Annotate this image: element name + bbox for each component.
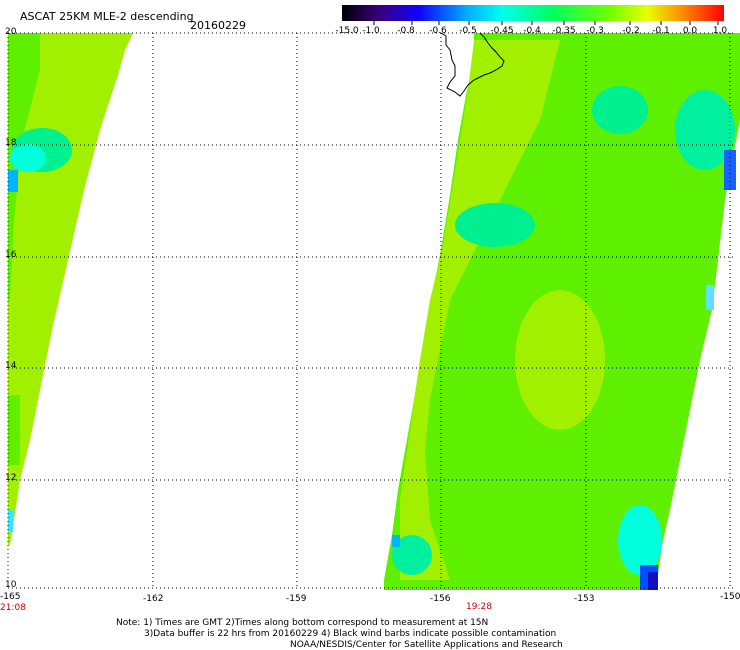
y-tick-16: 16 bbox=[5, 250, 17, 260]
cb-label-4: -0.5 bbox=[459, 26, 477, 36]
gridlines bbox=[7, 32, 736, 589]
map-date: 20160229 bbox=[190, 19, 246, 32]
swath-right-cyan-right bbox=[675, 90, 735, 170]
swath-right bbox=[384, 33, 740, 590]
cb-label-10: -0.1 bbox=[652, 26, 670, 36]
colorbar bbox=[342, 5, 724, 21]
x-tick-150: -150 bbox=[720, 592, 740, 602]
y-tick-12: 12 bbox=[5, 473, 17, 483]
cb-label-5: -0.45 bbox=[490, 26, 514, 36]
swath-right-cyan-left bbox=[392, 535, 432, 575]
cb-label-12: 1.0 bbox=[712, 26, 728, 36]
cb-label-1: -1.0 bbox=[362, 26, 380, 36]
map-title: ASCAT 25KM MLE-2 descending bbox=[20, 10, 194, 23]
swath-left-cyan-edge bbox=[8, 510, 13, 532]
swath-left-green bbox=[8, 33, 40, 300]
y-tick-20: 20 bbox=[5, 27, 17, 37]
swath-right-cyan-top bbox=[592, 86, 648, 134]
swath-right-cyan-edge bbox=[706, 285, 714, 310]
x-tick-162: -162 bbox=[143, 594, 164, 604]
cb-label-0: -15.0 bbox=[335, 26, 359, 36]
cb-label-9: -0.2 bbox=[622, 26, 640, 36]
swath-left-cyan-core bbox=[10, 144, 46, 172]
cb-label-11: 0.0 bbox=[682, 26, 698, 36]
swath-right-cyan-bottom bbox=[618, 505, 662, 575]
x-tick-156: -156 bbox=[430, 594, 451, 604]
note-line-3: NOAA/NESDIS/Center for Satellite Applica… bbox=[290, 640, 563, 650]
swath-right-yellow-band bbox=[400, 40, 560, 580]
swath-left-blue-patch bbox=[8, 170, 18, 192]
pass-time-center: 19:28 bbox=[466, 602, 492, 612]
hawaii-coastline bbox=[440, 32, 505, 97]
colorbar-ticks bbox=[373, 21, 719, 25]
note-line-2: 3)Data buffer is 22 hrs from 20160229 4)… bbox=[144, 629, 557, 639]
swath-right-cyan-mid bbox=[455, 203, 535, 247]
cb-label-6: -0.4 bbox=[523, 26, 541, 36]
swath-right-yellow-center bbox=[515, 290, 605, 430]
swath-right-darkblue-bottom bbox=[648, 572, 658, 590]
x-tick-159: -159 bbox=[286, 594, 307, 604]
pass-time-left: 21:08 bbox=[0, 603, 26, 613]
cb-label-3: -0.6 bbox=[429, 26, 447, 36]
y-tick-18: 18 bbox=[5, 138, 17, 148]
cb-label-8: -0.3 bbox=[586, 26, 604, 36]
x-tick-153: -153 bbox=[574, 594, 595, 604]
swath-right-blue-left bbox=[392, 535, 400, 547]
swath-left-green-low bbox=[8, 395, 20, 465]
cb-label-2: -0.8 bbox=[397, 26, 415, 36]
note-line-1: Note: 1) Times are GMT 2)Times along bot… bbox=[116, 618, 489, 628]
y-tick-10: 10 bbox=[5, 580, 17, 590]
y-tick-14: 14 bbox=[5, 361, 17, 371]
x-tick-165: -165 bbox=[0, 592, 21, 602]
swath-left bbox=[8, 33, 133, 545]
cb-label-7: -0.35 bbox=[552, 26, 576, 36]
